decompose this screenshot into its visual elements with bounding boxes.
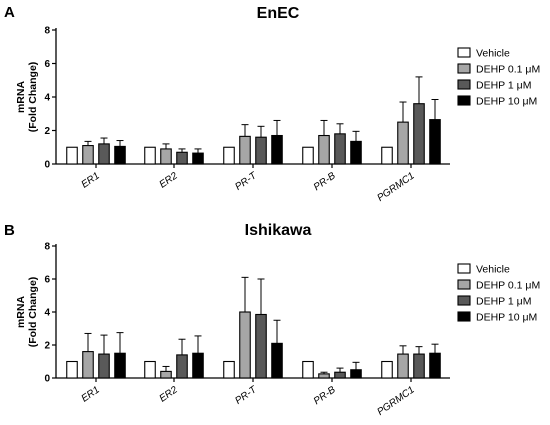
y-tick-label: 6 — [44, 275, 50, 286]
bar — [318, 134, 330, 165]
legend-label: DEHP 1 μM — [476, 296, 531, 308]
bar — [98, 143, 110, 165]
chart-panel-a: A EnEC mRNA(Fold Change) 0 2 4 6 8 ER1 ER2 PR-T PR-… — [4, 4, 540, 204]
bar — [223, 146, 235, 165]
bar — [334, 133, 346, 165]
bar — [302, 360, 314, 379]
bar — [397, 121, 409, 165]
x-tick-label: PGRMC1 — [375, 384, 416, 418]
chart-title: Ishikawa — [245, 222, 312, 239]
x-tick-label: PR-B — [312, 170, 338, 193]
legend-label: Vehicle — [476, 48, 510, 60]
x-tick-label: PR-T — [233, 384, 259, 407]
chart-title: EnEC — [257, 5, 300, 22]
y-tick-label: 2 — [44, 126, 50, 137]
bar — [176, 151, 188, 165]
bar — [350, 140, 362, 165]
y-tick-label: 8 — [44, 242, 50, 253]
bar — [255, 136, 267, 165]
y-tick-label: 6 — [44, 59, 50, 70]
y-axis-label-line: mRNA — [15, 296, 27, 329]
legend-swatch — [457, 279, 471, 290]
bar — [66, 146, 78, 165]
bar — [239, 311, 251, 379]
x-tick-label: ER1 — [79, 170, 101, 190]
bar — [82, 351, 94, 379]
bar — [144, 146, 156, 165]
bar — [334, 371, 346, 379]
bar — [223, 360, 235, 379]
x-tick-label: PR-T — [233, 170, 259, 193]
bar — [413, 103, 425, 165]
legend-label: Vehicle — [476, 264, 510, 276]
y-axis-label-line: (Fold Change) — [27, 62, 39, 133]
x-tick-label: ER2 — [157, 384, 180, 404]
bar — [381, 146, 393, 165]
bar — [82, 145, 94, 165]
bar — [176, 354, 188, 379]
bar — [255, 313, 267, 379]
bar — [429, 119, 441, 165]
y-tick-label: 0 — [44, 374, 50, 385]
y-tick-label: 8 — [44, 26, 50, 37]
legend-swatch — [457, 47, 471, 58]
legend-label: DEHP 0.1 μM — [476, 280, 540, 292]
x-tick-label: ER1 — [79, 384, 101, 404]
y-axis-label: mRNA(Fold Change) — [15, 277, 39, 348]
legend-label: DEHP 1 μM — [476, 80, 531, 92]
bar — [318, 373, 330, 379]
bar — [192, 352, 204, 379]
x-tick-label: ER2 — [157, 170, 180, 190]
legend-swatch — [457, 79, 471, 90]
bar — [144, 360, 156, 379]
bar — [397, 353, 409, 379]
legend-swatch — [457, 263, 471, 274]
legend-swatch — [457, 311, 471, 322]
y-axis-label-line: mRNA — [15, 81, 27, 114]
y-axis-label: mRNA(Fold Change) — [15, 62, 39, 133]
y-tick-label: 4 — [44, 308, 50, 319]
y-tick-label: 4 — [44, 93, 50, 104]
bar — [66, 360, 78, 379]
bar — [350, 369, 362, 379]
bar — [160, 148, 172, 165]
bar — [239, 135, 251, 165]
legend-swatch — [457, 63, 471, 74]
x-tick-label: PGRMC1 — [375, 170, 416, 204]
legend-swatch — [457, 295, 471, 306]
panel-letter: B — [4, 222, 15, 239]
legend-swatch — [457, 95, 471, 106]
legend-label: DEHP 0.1 μM — [476, 64, 540, 76]
legend-label: DEHP 10 μM — [476, 96, 537, 108]
x-tick-label: PR-B — [312, 384, 338, 407]
bar — [413, 353, 425, 379]
bar — [114, 352, 126, 379]
panel-letter: A — [4, 4, 15, 21]
bar — [160, 370, 172, 379]
bar — [302, 146, 314, 165]
legend-label: DEHP 10 μM — [476, 312, 537, 324]
chart-panel-b: B Ishikawa mRNA(Fold Change) 0 2 4 6 8 ER1 ER2 PR-… — [4, 222, 540, 418]
bar — [271, 342, 283, 379]
bar — [429, 352, 441, 379]
bar — [114, 145, 126, 165]
y-tick-label: 2 — [44, 341, 50, 352]
bar — [192, 152, 204, 165]
bar — [381, 360, 393, 379]
bar — [98, 353, 110, 379]
y-tick-label: 0 — [44, 160, 50, 171]
y-axis-label-line: (Fold Change) — [27, 277, 39, 348]
bar — [271, 134, 283, 165]
